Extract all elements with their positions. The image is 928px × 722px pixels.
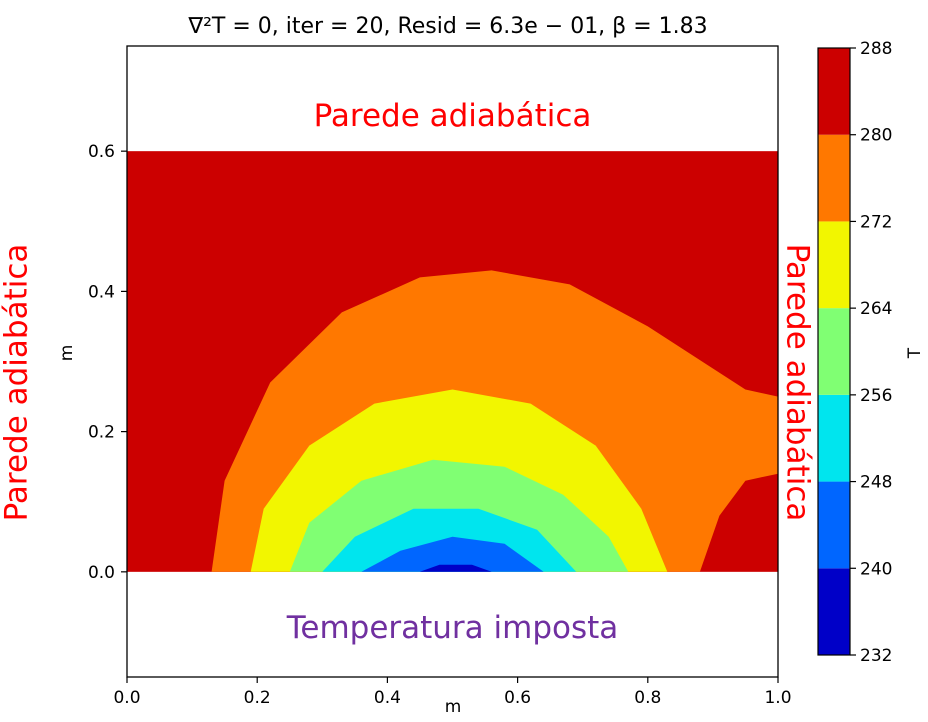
colorbar-band-272 [818, 134, 850, 222]
colorbar-band-232 [818, 568, 850, 655]
colorbar: 232 240 248 256 264 272 280 288 T [817, 39, 925, 666]
colorbar-band-256 [818, 308, 850, 395]
x-axis-ticks: 0.0 0.2 0.4 0.6 0.8 1.0 [113, 677, 792, 708]
annotation-1: Temperatura imposta [286, 610, 619, 646]
x-tick-label: 0.4 [374, 688, 401, 708]
y-tick-label: 0.4 [88, 282, 115, 302]
plot-frame [126, 45, 779, 678]
colorbar-tick-label: 256 [860, 386, 892, 406]
y-axis-label: m [57, 345, 77, 362]
y-tick-label: 0.0 [88, 563, 115, 583]
contour-fills [127, 151, 779, 572]
annotation-2: Parede adiabática [0, 244, 34, 522]
y-tick-label: 0.6 [88, 142, 115, 162]
annotation-0: Parede adiabática [314, 98, 592, 134]
x-tick-label: 1.0 [764, 688, 791, 708]
annotation-3: Parede adiabática [780, 244, 816, 522]
colorbar-tick-label: 264 [860, 299, 892, 319]
y-axis-ticks: 0.0 0.2 0.4 0.6 [88, 142, 127, 583]
colorbar-band-240 [818, 481, 850, 569]
x-tick-label: 0.0 [113, 688, 140, 708]
plot-area: 0.0 0.2 0.4 0.6 0.8 1.0 0.0 0.2 0.4 0.6 [88, 45, 792, 708]
colorbar-tick-label: 232 [860, 646, 892, 666]
colorbar-tick-label: 248 [860, 473, 892, 493]
colorbar-tick-label: 240 [860, 559, 892, 579]
x-tick-label: 0.8 [634, 688, 661, 708]
colorbar-band-248 [818, 394, 850, 482]
colorbar-tick-label: 272 [860, 212, 892, 232]
colorbar-band-264 [818, 221, 850, 309]
x-tick-label: 0.2 [244, 688, 271, 708]
annotations: Parede adiabática Temperatura imposta Pare… [0, 98, 816, 646]
colorbar-tick-label: 280 [860, 126, 892, 146]
y-tick-label: 0.2 [88, 423, 115, 443]
colorbar-band-280 [818, 48, 850, 135]
chart-title: ∇²T = 0, iter = 20, Resid = 6.3e − 01, β… [187, 14, 707, 39]
contour-band-248 [361, 536, 544, 572]
colorbar-tick-label: 288 [860, 39, 892, 59]
colorbar-frame [817, 47, 851, 656]
x-axis-label: m [445, 697, 462, 717]
colorbar-ticks: 232 240 248 256 264 272 280 288 [850, 39, 892, 666]
x-tick-label: 0.6 [504, 688, 531, 708]
colorbar-bands [818, 48, 850, 655]
contour-band-240 [419, 564, 492, 572]
colorbar-label: T [905, 347, 925, 359]
